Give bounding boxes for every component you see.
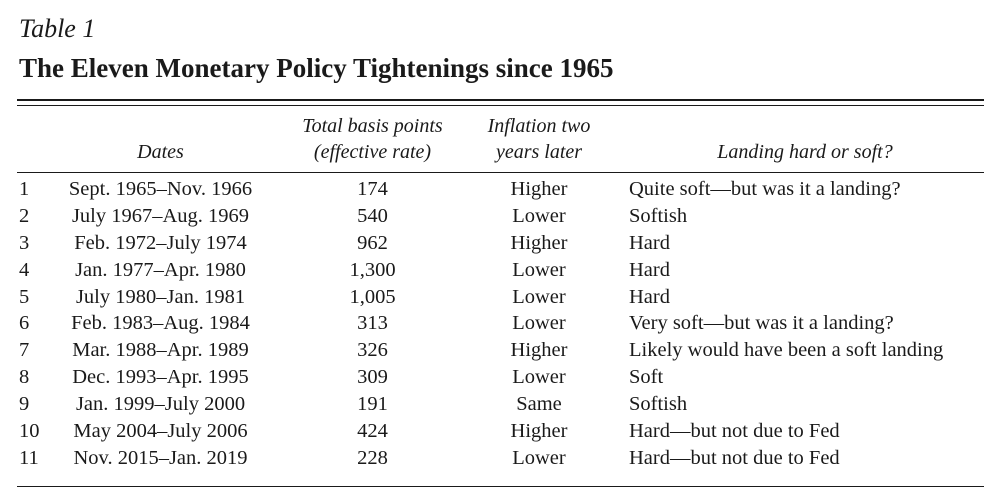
top-rule-thin xyxy=(17,105,984,106)
row-basis-points: 1,300 xyxy=(349,258,396,281)
row-dates: Feb. 1983–Aug. 1984 xyxy=(71,312,250,335)
row-inflation: Same xyxy=(516,393,562,416)
row-dates: Jan. 1977–Apr. 1980 xyxy=(75,258,246,281)
row-number: 1 xyxy=(19,178,30,200)
table-row: 4 Jan. 1977–Apr. 1980 1,300 Lower Hard xyxy=(0,257,993,284)
row-number: 11 xyxy=(19,446,39,469)
row-basis-points: 540 xyxy=(357,204,388,227)
row-number: 4 xyxy=(19,258,30,281)
row-basis-points: 309 xyxy=(357,366,388,389)
row-basis-points: 1,005 xyxy=(349,285,396,308)
row-landing: Hard xyxy=(629,258,670,281)
row-dates: July 1980–Jan. 1981 xyxy=(75,285,246,308)
row-basis-points: 313 xyxy=(357,312,388,335)
row-dates: July 1967–Aug. 1969 xyxy=(71,204,250,227)
row-inflation: Higher xyxy=(510,339,568,362)
header-rule xyxy=(17,172,984,173)
table-row: 2 July 1967–Aug. 1969 540 Lower Softish xyxy=(0,203,993,230)
table-row: 6 Feb. 1983–Aug. 1984 313 Lower Very sof… xyxy=(0,310,993,337)
row-number: 9 xyxy=(19,393,30,416)
table-row: 9 Jan. 1999–July 2000 191 Same Softish xyxy=(0,391,993,418)
row-basis-points: 962 xyxy=(357,231,388,254)
row-number: 7 xyxy=(19,339,30,362)
row-dates: Dec. 1993–Apr. 1995 xyxy=(72,366,249,389)
table-row: 1 Sept. 1965–Nov. 1966 174 Higher Quite … xyxy=(0,176,993,203)
row-inflation: Lower xyxy=(512,366,566,389)
header-inflation-line1: Inflation two xyxy=(487,115,591,137)
row-landing: Very soft—but was it a landing? xyxy=(629,312,894,335)
row-dates: May 2004–July 2006 xyxy=(73,420,248,443)
table-row: 8 Dec. 1993–Apr. 1995 309 Lower Soft xyxy=(0,364,993,391)
header-basis-points-line2: (effective rate) xyxy=(313,141,432,163)
header-basis-points: Total basis points (effective rate) xyxy=(290,113,455,165)
header-landing: Landing hard or soft? xyxy=(717,141,893,163)
bottom-rule xyxy=(17,486,984,487)
row-basis-points: 174 xyxy=(357,178,388,200)
table-label: Table 1 xyxy=(19,14,96,43)
row-landing: Hard—but not due to Fed xyxy=(629,420,840,443)
header-basis-points-line1: Total basis points xyxy=(302,115,443,137)
row-dates: Sept. 1965–Nov. 1966 xyxy=(68,178,253,200)
row-number: 2 xyxy=(19,204,30,227)
table-title: The Eleven Monetary Policy Tightenings s… xyxy=(19,53,614,83)
row-inflation: Lower xyxy=(512,312,566,335)
row-landing: Quite soft—but was it a landing? xyxy=(629,178,901,200)
top-rule-thick xyxy=(17,99,984,101)
row-inflation: Lower xyxy=(512,204,566,227)
row-dates: Nov. 2015–Jan. 2019 xyxy=(73,446,248,469)
table-row: 10 May 2004–July 2006 424 Higher Hard—bu… xyxy=(0,418,993,445)
table-body: 1 Sept. 1965–Nov. 1966 174 Higher Quite … xyxy=(0,176,993,472)
row-basis-points: 424 xyxy=(357,420,388,443)
row-inflation: Lower xyxy=(512,258,566,281)
row-inflation: Higher xyxy=(510,420,568,443)
row-number: 3 xyxy=(19,231,30,254)
row-landing: Hard xyxy=(629,231,670,254)
row-landing: Hard xyxy=(629,285,670,308)
row-number: 6 xyxy=(19,312,30,335)
table-row: 7 Mar. 1988–Apr. 1989 326 Higher Likely … xyxy=(0,337,993,364)
table-row: 11 Nov. 2015–Jan. 2019 228 Lower Hard—bu… xyxy=(0,445,993,472)
table-row: 3 Feb. 1972–July 1974 962 Higher Hard xyxy=(0,230,993,257)
row-basis-points: 228 xyxy=(357,446,388,469)
row-number: 10 xyxy=(19,420,40,443)
row-inflation: Higher xyxy=(510,231,568,254)
row-landing: Softish xyxy=(629,204,688,227)
row-inflation: Lower xyxy=(512,446,566,469)
row-basis-points: 191 xyxy=(357,393,388,416)
row-number: 8 xyxy=(19,366,30,389)
row-basis-points: 326 xyxy=(357,339,388,362)
row-inflation: Higher xyxy=(510,178,568,200)
row-landing: Softish xyxy=(629,393,688,416)
row-inflation: Lower xyxy=(512,285,566,308)
row-number: 5 xyxy=(19,285,30,308)
row-dates: Jan. 1999–July 2000 xyxy=(75,393,246,416)
row-landing: Hard—but not due to Fed xyxy=(629,446,840,469)
row-dates: Mar. 1988–Apr. 1989 xyxy=(72,339,249,362)
table-row: 5 July 1980–Jan. 1981 1,005 Lower Hard xyxy=(0,284,993,311)
header-dates: Dates xyxy=(137,141,184,163)
row-dates: Feb. 1972–July 1974 xyxy=(74,231,247,254)
row-landing: Likely would have been a soft landing xyxy=(629,339,944,362)
header-inflation-line2: years later xyxy=(495,141,583,163)
row-landing: Soft xyxy=(629,366,664,389)
header-inflation: Inflation two years later xyxy=(470,113,608,165)
